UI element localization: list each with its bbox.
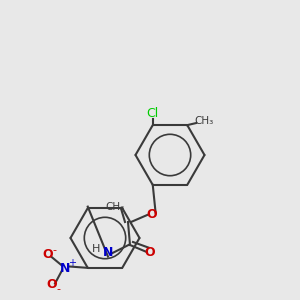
Text: +: + (68, 259, 76, 269)
Text: CH₃: CH₃ (105, 202, 124, 212)
Text: -: - (57, 284, 61, 295)
Text: -: - (52, 245, 57, 256)
Text: O: O (43, 248, 53, 262)
Text: H: H (92, 244, 100, 254)
Text: CH₃: CH₃ (194, 116, 213, 126)
Text: N: N (60, 262, 70, 275)
Text: N: N (103, 247, 113, 260)
Text: O: O (145, 247, 155, 260)
Text: O: O (147, 208, 157, 221)
Text: Cl: Cl (147, 106, 159, 120)
Text: O: O (47, 278, 57, 292)
